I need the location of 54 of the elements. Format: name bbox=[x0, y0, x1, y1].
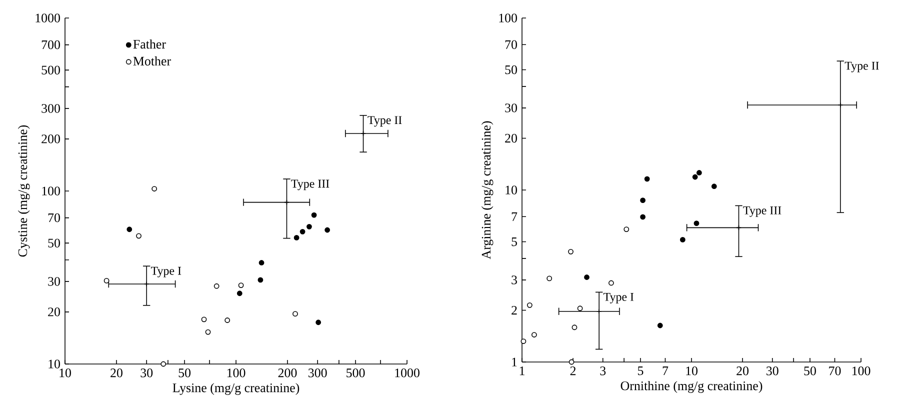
y-tick-label: 200 bbox=[42, 134, 60, 144]
y-tick-label: 7 bbox=[512, 212, 518, 221]
y-tick-label: 3 bbox=[512, 276, 517, 284]
x-tick-label: 10 bbox=[686, 366, 698, 376]
x-axis-title: Ornithine (mg/g creatinine) bbox=[620, 381, 762, 393]
x-tick-label: 50 bbox=[804, 366, 816, 376]
x-tick-label: 10 bbox=[60, 368, 71, 378]
x-tick-label: 3 bbox=[600, 366, 606, 376]
series-label: Type II bbox=[368, 116, 402, 127]
x-tick-label: 1000 bbox=[395, 368, 420, 378]
y-tick-label: 500 bbox=[42, 66, 60, 74]
y-tick-label: 2 bbox=[512, 306, 517, 315]
y-tick-label: 5 bbox=[512, 237, 517, 246]
y-tick-label: 10 bbox=[506, 186, 517, 194]
x-tick-label: 30 bbox=[140, 368, 153, 378]
x-tick-label: 500 bbox=[346, 368, 365, 378]
y-tick-label: 700 bbox=[42, 40, 60, 50]
y-tick-label: 10 bbox=[48, 360, 60, 368]
x-tick-label: 100 bbox=[227, 368, 246, 378]
x-tick-label: 20 bbox=[736, 366, 749, 376]
text: Type II bbox=[844, 62, 879, 72]
legend-label: Father bbox=[133, 39, 166, 49]
y-tick-label: 70 bbox=[48, 213, 60, 222]
y-tick-label: 30 bbox=[48, 277, 60, 286]
series-label: Type I bbox=[151, 266, 182, 278]
x-tick-label: 70 bbox=[829, 366, 841, 376]
y-tick-label: 50 bbox=[505, 65, 517, 74]
y-tick-label: 1 bbox=[512, 358, 517, 366]
x-tick-label: 100 bbox=[852, 366, 870, 376]
x-tick-label: 300 bbox=[308, 368, 327, 378]
y-tick-label: 1000 bbox=[36, 14, 60, 22]
x-tick-label: 2 bbox=[570, 366, 576, 376]
x-tick-label: 20 bbox=[110, 368, 122, 378]
y-tick-label: 30 bbox=[505, 104, 517, 112]
y-tick-label: 50 bbox=[48, 238, 60, 248]
x-tick-label: 50 bbox=[178, 368, 191, 378]
x-tick-label: 30 bbox=[766, 366, 778, 376]
series-label: Type III bbox=[291, 180, 330, 190]
x-tick-label: 7 bbox=[662, 366, 668, 375]
y-tick-label: 70 bbox=[505, 40, 517, 50]
y-tick-label: 20 bbox=[505, 134, 517, 143]
y-tick-label: 300 bbox=[42, 104, 60, 113]
y-axis-title: Cystine (mg/g creatinine) bbox=[18, 125, 30, 257]
x-tick-label: 5 bbox=[638, 366, 644, 376]
x-tick-label: 1 bbox=[520, 366, 524, 376]
y-axis-title: Arginine (mg/g creatinine) bbox=[481, 121, 494, 260]
x-axis-title: Lysine (mg/g creatinine) bbox=[172, 383, 300, 395]
series-label: Type III bbox=[743, 206, 782, 217]
y-tick-label: 100 bbox=[42, 186, 60, 196]
y-tick-label: 20 bbox=[48, 308, 60, 316]
y-tick-label: 100 bbox=[499, 14, 517, 22]
legend-label: Mother bbox=[133, 56, 171, 66]
series-label: Type I bbox=[604, 292, 634, 304]
x-tick-label: 200 bbox=[278, 368, 297, 378]
